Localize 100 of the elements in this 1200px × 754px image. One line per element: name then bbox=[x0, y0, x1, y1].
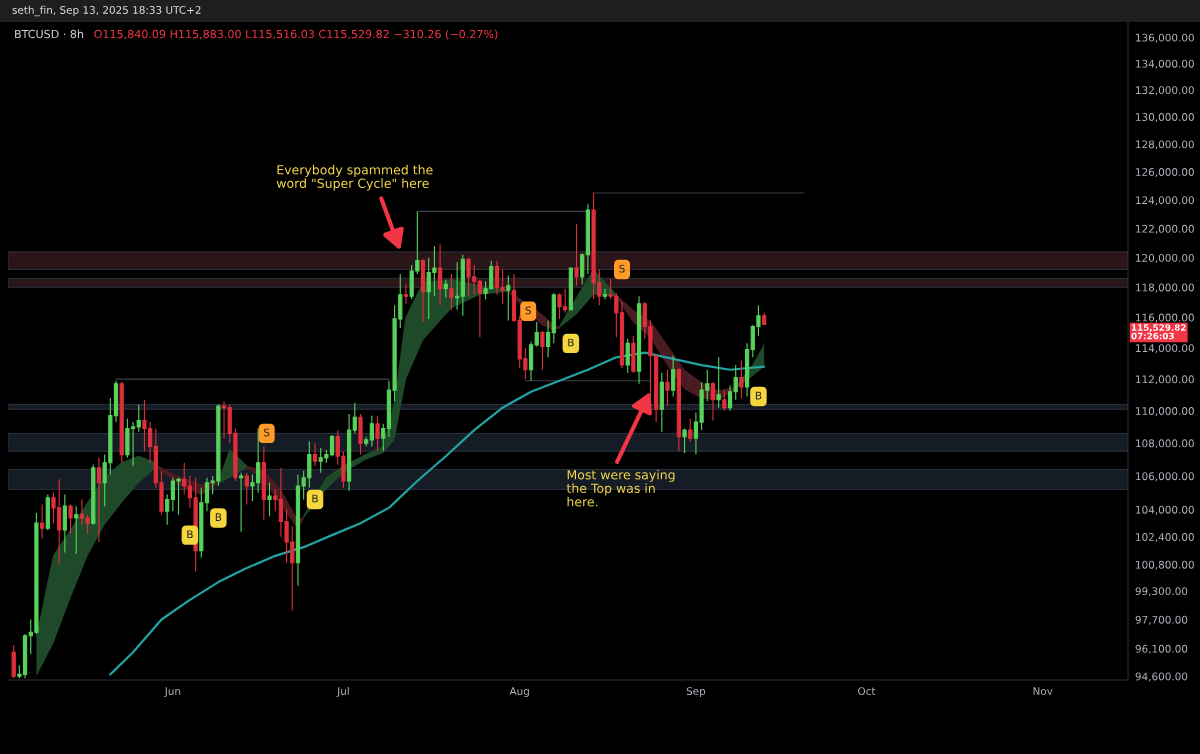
candlestick bbox=[733, 364, 738, 401]
candlestick bbox=[739, 359, 744, 399]
x-tick-label: Nov bbox=[1033, 687, 1053, 696]
candlestick bbox=[352, 402, 357, 434]
candlestick bbox=[602, 288, 608, 300]
candlestick bbox=[437, 244, 443, 306]
y-tick-label: 106,000.00 bbox=[1136, 472, 1194, 482]
candlestick bbox=[312, 442, 318, 467]
x-tick-label: Oct bbox=[858, 687, 876, 696]
candlestick bbox=[364, 436, 369, 447]
text: BTCUSD · 8h bbox=[15, 29, 84, 39]
candlestick bbox=[369, 415, 374, 447]
y-tick-label: 130,000.00 bbox=[1136, 113, 1194, 123]
annotation: S bbox=[525, 306, 531, 315]
candlestick bbox=[346, 413, 352, 492]
candlestick bbox=[762, 312, 767, 326]
candlestick bbox=[671, 355, 676, 398]
candlestick bbox=[74, 505, 79, 555]
candlestick bbox=[244, 472, 249, 506]
candlestick bbox=[261, 445, 266, 521]
candlestick bbox=[375, 415, 380, 452]
candlestick bbox=[91, 463, 96, 526]
candlestick bbox=[659, 372, 664, 433]
candlestick bbox=[676, 367, 681, 452]
y-tick-label: 112,000.00 bbox=[1136, 375, 1194, 385]
x-tick-label: Aug bbox=[509, 687, 529, 698]
y-tick-label: 124,000.00 bbox=[1136, 196, 1194, 206]
candlestick bbox=[574, 223, 579, 287]
y-tick-label: 97,700.00 bbox=[1135, 615, 1188, 625]
y-tick-label: 102,400.00 bbox=[1136, 533, 1194, 543]
candlestick bbox=[506, 274, 511, 321]
candlestick bbox=[636, 295, 642, 385]
candlestick bbox=[568, 267, 573, 311]
candlestick bbox=[221, 400, 227, 439]
text: O115,840.09 H115,883.00 L115,516.03 C115,529.82 −310.26 (−0.27%) bbox=[94, 29, 498, 40]
candlestick bbox=[68, 503, 73, 534]
candlestick bbox=[716, 356, 721, 409]
line-series bbox=[109, 351, 766, 676]
candlestick bbox=[477, 279, 482, 338]
annotation: Everybody spammed the word "Super Cycle" here bbox=[276, 164, 433, 191]
candlestick bbox=[11, 644, 16, 679]
x-tick-label: Jun bbox=[164, 687, 181, 697]
text: seth_fin, Sep 13, 2025 18:33 UTC+2 bbox=[12, 5, 201, 17]
annotation: B bbox=[187, 530, 193, 538]
candlestick bbox=[545, 319, 551, 358]
candlestick bbox=[585, 203, 591, 275]
candlestick bbox=[45, 493, 50, 531]
candlestick bbox=[551, 292, 556, 344]
candlestick bbox=[744, 342, 750, 398]
y-tick-label: 122,000.00 bbox=[1136, 224, 1194, 234]
candlestick bbox=[682, 427, 687, 454]
candlestick bbox=[267, 482, 272, 517]
candlestick bbox=[460, 254, 465, 317]
y-tick-label: 136,000.00 bbox=[1136, 33, 1194, 43]
y-tick-label: 108,000.00 bbox=[1136, 439, 1194, 449]
y-tick-label: 116,000.00 bbox=[1136, 313, 1194, 323]
candlestick bbox=[727, 384, 733, 412]
y-tick-label: 118,000.00 bbox=[1136, 283, 1194, 293]
candlestick bbox=[358, 413, 363, 456]
annotation: B bbox=[568, 338, 574, 347]
candlestick bbox=[625, 338, 630, 374]
candlestick bbox=[62, 493, 67, 553]
y-tick-label: 134,000.00 bbox=[1136, 59, 1194, 69]
annotation: S bbox=[264, 428, 270, 437]
candlestick bbox=[710, 381, 716, 422]
text: 115,529.82 07:26:03 bbox=[1131, 324, 1186, 340]
candlestick bbox=[273, 488, 278, 512]
candlestick bbox=[528, 341, 534, 382]
candlestick bbox=[119, 381, 124, 464]
candlestick bbox=[182, 462, 187, 495]
candlestick bbox=[403, 283, 409, 305]
candlestick bbox=[39, 503, 45, 540]
x-tick-label: Sep bbox=[686, 687, 706, 698]
candlestick bbox=[165, 493, 170, 526]
y-tick-label: 99,300.00 bbox=[1135, 587, 1188, 597]
candlestick bbox=[381, 423, 386, 452]
candlestick bbox=[534, 321, 539, 348]
candlestick bbox=[136, 403, 141, 433]
y-tick-label: 100,800.00 bbox=[1136, 560, 1194, 570]
candlestick bbox=[455, 261, 460, 311]
y-tick-label: 114,000.00 bbox=[1136, 344, 1194, 354]
y-tick-label: 94,600.00 bbox=[1135, 672, 1188, 682]
y-tick-label: 96,100.00 bbox=[1135, 644, 1188, 654]
candlestick bbox=[449, 273, 454, 311]
candlestick bbox=[631, 335, 636, 374]
y-tick-label: 126,000.00 bbox=[1136, 168, 1194, 178]
candlestick bbox=[96, 457, 102, 543]
annotation: S bbox=[619, 264, 625, 273]
y-tick-label: 104,000.00 bbox=[1136, 505, 1194, 515]
y-tick-label: 132,000.00 bbox=[1136, 86, 1194, 96]
candlestick bbox=[580, 252, 585, 285]
annotation: B bbox=[215, 513, 222, 521]
y-tick-label: 120,000.00 bbox=[1136, 253, 1194, 263]
candlestick bbox=[540, 330, 545, 371]
candlestick bbox=[722, 389, 727, 412]
candlestick bbox=[665, 369, 670, 407]
x-tick-label: Jul bbox=[336, 686, 349, 697]
annotation: B bbox=[312, 494, 318, 503]
y-tick-label: 128,000.00 bbox=[1136, 140, 1194, 150]
candlestick bbox=[688, 418, 693, 443]
